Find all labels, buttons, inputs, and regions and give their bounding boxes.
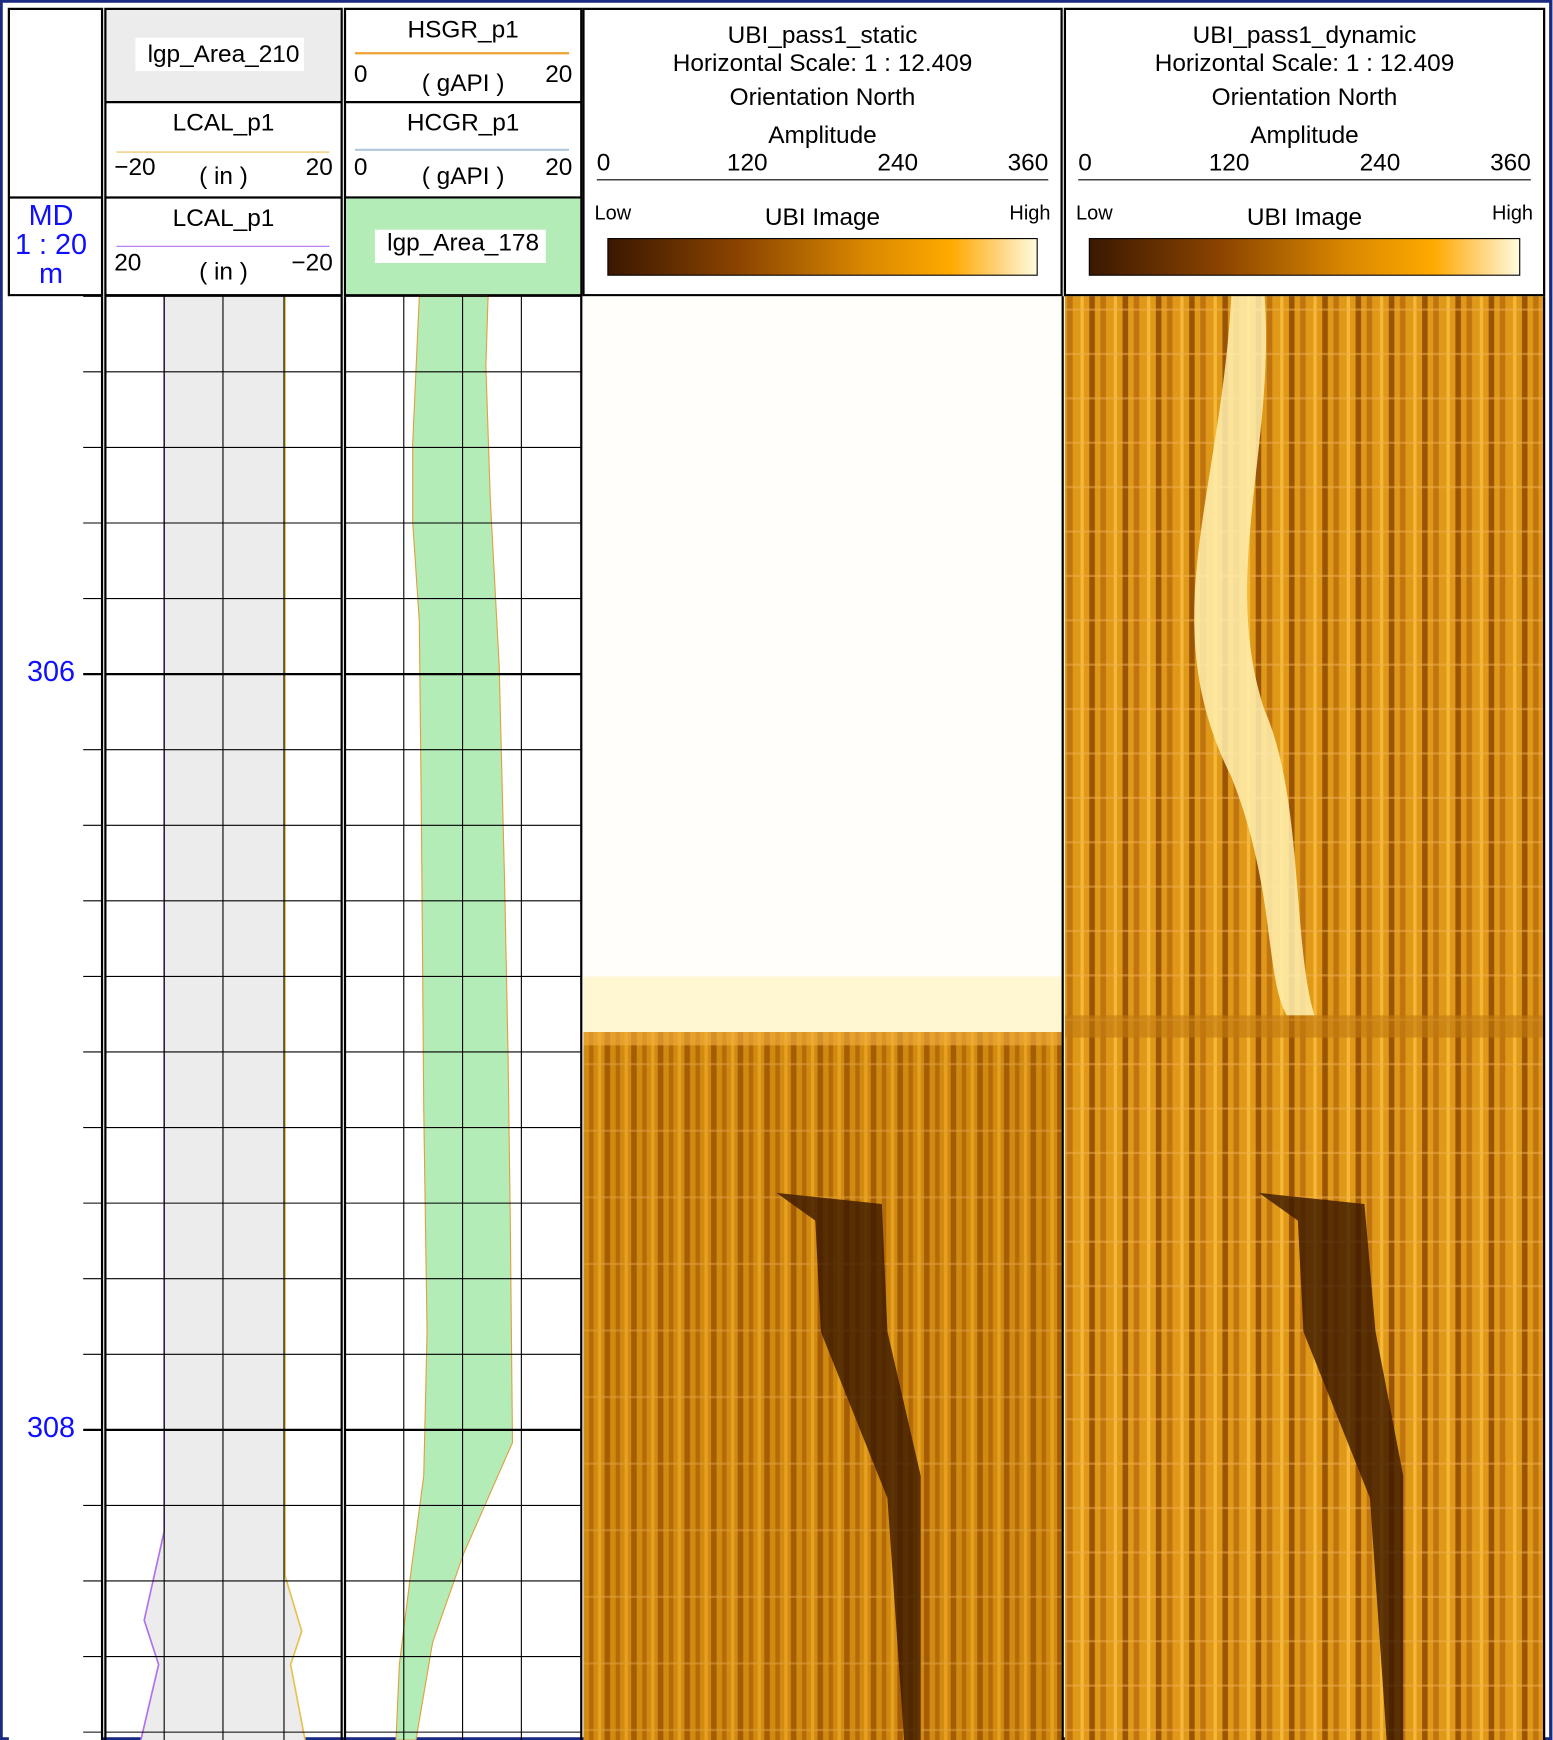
depth-label: 308 (27, 1412, 75, 1444)
scale-right: 20 (306, 154, 333, 181)
grid (83, 295, 582, 1740)
track-title: Orientation North (1212, 84, 1398, 111)
panel-title: lgp_Area_210 (148, 41, 300, 68)
scale-tick: 240 (877, 150, 918, 177)
scale-left: 0 (354, 61, 368, 88)
scale-tick: 360 (1008, 150, 1049, 177)
colorbar (1088, 238, 1521, 276)
colorbar-title: UBI Image (765, 204, 880, 231)
track-title: UBI_pass1_dynamic (1193, 22, 1417, 49)
track-title: UBI_pass1_static (728, 22, 918, 49)
label-box (135, 37, 304, 72)
unit: ( gAPI ) (422, 70, 505, 97)
depth-header: m (39, 258, 63, 290)
depth-header: MD (29, 200, 74, 232)
scale-tick: 120 (1209, 150, 1250, 177)
scale-right: 20 (545, 61, 572, 88)
colorbar (607, 238, 1038, 276)
curve-name: HSGR_p1 (408, 17, 519, 44)
scale-left: 0 (354, 154, 368, 181)
colorbar-low: Low (595, 202, 632, 224)
track-title: Horizontal Scale: 1 : 12.409 (673, 50, 973, 77)
colorbar-low: Low (1076, 202, 1113, 224)
track-body (8, 295, 1545, 1740)
scale-right: −20 (291, 250, 332, 277)
label-box (374, 229, 546, 263)
scale-tick: 240 (1360, 150, 1401, 177)
curve-name: LCAL_p1 (173, 205, 275, 232)
header-grid (7, 7, 1546, 297)
colorbar-high: High (1492, 202, 1533, 224)
unit: ( in ) (199, 258, 248, 285)
depth-header: 1 : 20 (15, 229, 87, 261)
body-borders (100, 296, 1546, 1740)
scale-tick: 120 (727, 150, 768, 177)
scale-tick: 0 (597, 150, 611, 177)
scale-tick: 360 (1490, 150, 1531, 177)
depth-label: 306 (27, 656, 75, 688)
scale-left: −20 (114, 154, 155, 181)
curve-name: HCGR_p1 (407, 110, 519, 137)
unit: ( in ) (199, 163, 248, 190)
track-title: Orientation North (730, 84, 916, 111)
scale-title: Amplitude (1250, 122, 1358, 149)
scale-left: 20 (114, 250, 141, 277)
scale-tick: 0 (1078, 150, 1092, 177)
scale-right: 20 (545, 154, 572, 181)
track-title: Horizontal Scale: 1 : 12.409 (1155, 50, 1455, 77)
unit: ( gAPI ) (422, 163, 505, 190)
colorbar-title: UBI Image (1247, 204, 1362, 231)
scale-title: Amplitude (768, 122, 876, 149)
curve-name: LCAL_p1 (173, 110, 275, 137)
panel-title: lgp_Area_178 (387, 230, 539, 257)
colorbar-high: High (1009, 202, 1050, 224)
